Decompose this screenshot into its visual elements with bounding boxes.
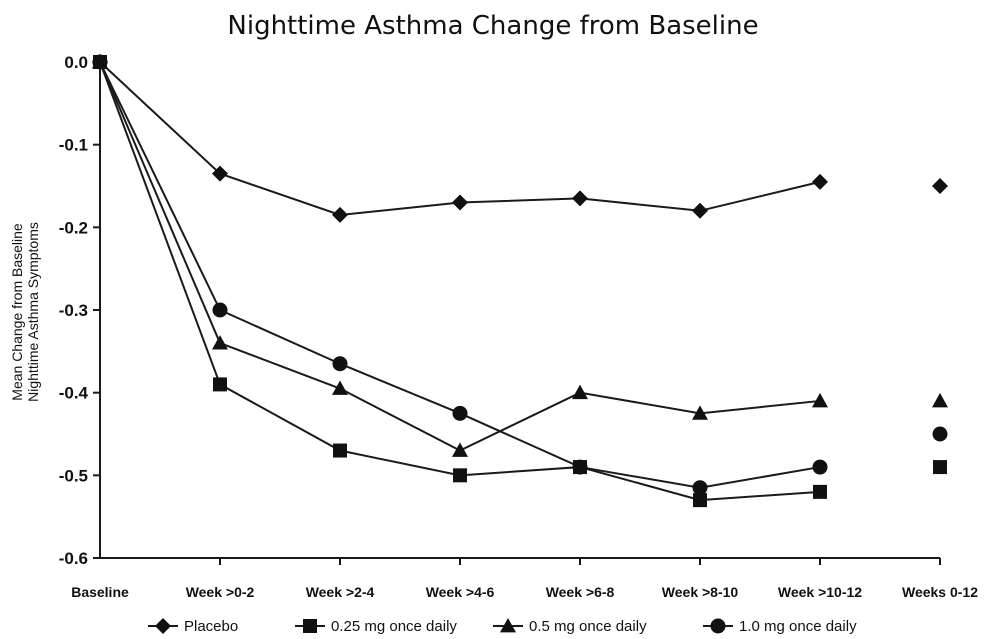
data-point-triangle — [812, 392, 828, 408]
x-tick-label: Weeks 0-12 — [902, 584, 978, 600]
data-point-circle — [92, 54, 108, 70]
x-tick-label: Week >4-6 — [426, 584, 495, 600]
series-line-diamond — [99, 61, 821, 216]
data-point-diamond — [692, 202, 708, 219]
legend-marker-triangle — [500, 618, 516, 633]
x-tick-label: Week >2-4 — [306, 584, 375, 600]
chart-title: Nighttime Asthma Change from Baseline — [227, 11, 758, 41]
data-point-square — [693, 493, 707, 508]
series-line-circle — [99, 61, 821, 489]
series-line-square — [99, 61, 821, 502]
legend-label: 1.0 mg once daily — [739, 618, 857, 635]
x-tick-labels: Baseline Week >0-2 Week >2-4 Week >4-6 Week … — [71, 584, 978, 600]
y-axis-label-line: Nighttime Asthma Symptoms — [25, 222, 41, 402]
y-tick-label: -0.5 — [59, 466, 88, 485]
data-point-triangle — [332, 380, 348, 395]
data-point-triangle — [212, 335, 228, 350]
series-markers — [92, 54, 948, 508]
data-point-triangle — [692, 405, 708, 420]
x-tick-label: Week >6-8 — [546, 584, 615, 600]
data-point-circle — [572, 459, 588, 475]
data-point-square — [933, 460, 947, 475]
data-point-circle — [932, 426, 948, 442]
data-point-square — [453, 468, 467, 483]
y-tick-label: -0.6 — [59, 549, 88, 568]
legend-label: Placebo — [184, 618, 238, 635]
legend-marker-circle — [710, 618, 726, 634]
x-tick-label: Week >0-2 — [186, 584, 255, 600]
data-point-circle — [332, 356, 348, 372]
data-point-diamond — [572, 190, 588, 207]
legend-label: 0.25 mg once daily — [331, 618, 457, 635]
y-tick-label: -0.2 — [59, 218, 88, 237]
data-point-circle — [812, 459, 828, 475]
data-point-diamond — [212, 165, 228, 182]
legend-marker-square — [303, 619, 317, 633]
y-axis-label-line: Mean Change from Baseline — [9, 223, 25, 401]
y-tick-label: -0.1 — [59, 136, 88, 155]
x-tick-label: Baseline — [71, 584, 129, 600]
data-point-diamond — [332, 206, 348, 223]
data-point-diamond — [932, 178, 948, 194]
data-point-circle — [212, 302, 228, 318]
series-line-triangle — [99, 61, 821, 452]
data-point-triangle — [452, 442, 468, 457]
data-point-circle — [692, 480, 708, 496]
legend-label: 0.5 mg once daily — [529, 618, 647, 635]
legend-marker-diamond — [155, 618, 171, 634]
y-tick-label: 0.0 — [64, 53, 88, 72]
x-tick-label: Week >8-10 — [662, 584, 739, 600]
y-tick-label: -0.4 — [59, 384, 89, 403]
axes — [93, 61, 941, 565]
data-point-diamond — [452, 194, 468, 211]
data-point-diamond — [812, 173, 828, 190]
data-point-square — [813, 484, 827, 499]
x-tick-label: Week >10-12 — [778, 584, 862, 600]
y-axis-label: Mean Change from Baseline Nighttime Asthm… — [9, 222, 41, 402]
data-point-circle — [452, 405, 468, 421]
data-point-triangle — [572, 384, 588, 400]
y-tick-label: -0.3 — [59, 301, 88, 320]
data-point-square — [213, 377, 227, 392]
data-point-triangle — [932, 392, 948, 408]
y-tick-labels: 0.0 -0.1 -0.2 -0.3 -0.4 -0.5 -0.6 — [59, 53, 89, 568]
series-lines — [99, 61, 821, 502]
data-point-square — [333, 443, 347, 458]
legend: Placebo 0.25 mg once daily 0.5 mg once dai… — [148, 618, 857, 635]
